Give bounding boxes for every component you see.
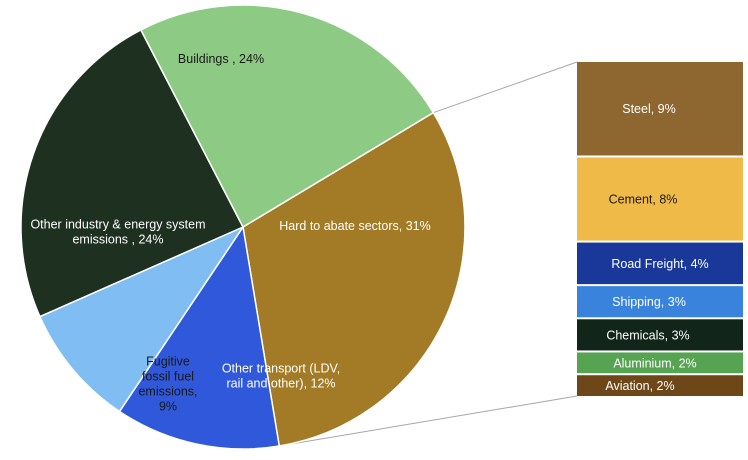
bar-segment-cement-8 [577, 157, 743, 241]
bar-segment-label: Aluminium, 2% [613, 356, 696, 370]
bar-segment-label: Shipping, 3% [612, 295, 686, 309]
pie-slice-buildings-24 [139, 4, 435, 229]
pie-slice-label-line: Fugitive [146, 355, 190, 369]
pie-chart: Hard to abate sectors, 31% Other transpor… [20, 4, 466, 450]
bar-segment-road-freight-4 [577, 242, 743, 285]
pie-slice-label: Other industry & energy system emissions … [30, 218, 205, 247]
pie-slice-label-line: 9% [159, 400, 177, 414]
pie-slice-label: Fugitive fossil fuel emissions, 9% [138, 355, 197, 414]
connector-lines [279, 61, 578, 447]
pie-slice-label-line: Other industry & energy system [30, 218, 205, 232]
bar-segment-aviation-2 [577, 375, 743, 396]
pie-slice-label-line: Other transport (LDV, [222, 362, 340, 376]
bar-segment-label: Chemicals, 3% [606, 328, 689, 342]
breakdown-bar: Steel, 9% Cement, 8% Road Freight, 4% Shipp… [577, 62, 743, 396]
pie-slice-label-line: Hard to abate sectors, 31% [279, 219, 430, 233]
bar-segment-chemicals-3 [577, 319, 743, 351]
bar-segment-shipping-3 [577, 286, 743, 318]
bar-segment-steel-9 [577, 62, 743, 156]
connector-line-top [433, 61, 578, 114]
pie-slice-hard-to-abate-sectors-31 [242, 111, 466, 447]
bar-segment-label: Road Freight, 4% [611, 257, 708, 271]
pie-slice-label: Buildings , 24% [178, 52, 264, 66]
bar-segment-label: Aviation, 2% [605, 379, 674, 393]
pie-slice-label-line: emissions, [138, 385, 197, 399]
pie-slice-other-transport-ldv-rail-and-other-12 [118, 225, 281, 450]
pie-slice-other-industry-energy-system-emissions-24 [20, 28, 245, 318]
connector-line-bottom [279, 395, 578, 447]
pie-slice-label-line: emissions , 24% [72, 233, 163, 247]
bar-segment-aluminium-2 [577, 352, 743, 374]
pie-slice-label: Other transport (LDV, rail and other), 12… [222, 362, 340, 391]
pie-slice-label-line: rail and other), 12% [226, 377, 335, 391]
bar-segment-label: Cement, 8% [609, 193, 678, 207]
pie-slice-fugitive-fossil-fuel-emissions-9 [38, 225, 246, 413]
pie-slice-label-line: fossil fuel [142, 370, 194, 384]
pie-slice-label-line: Buildings , 24% [178, 52, 264, 66]
bar-segment-label: Steel, 9% [622, 102, 676, 116]
pie-slice-label: Hard to abate sectors, 31% [279, 219, 430, 233]
